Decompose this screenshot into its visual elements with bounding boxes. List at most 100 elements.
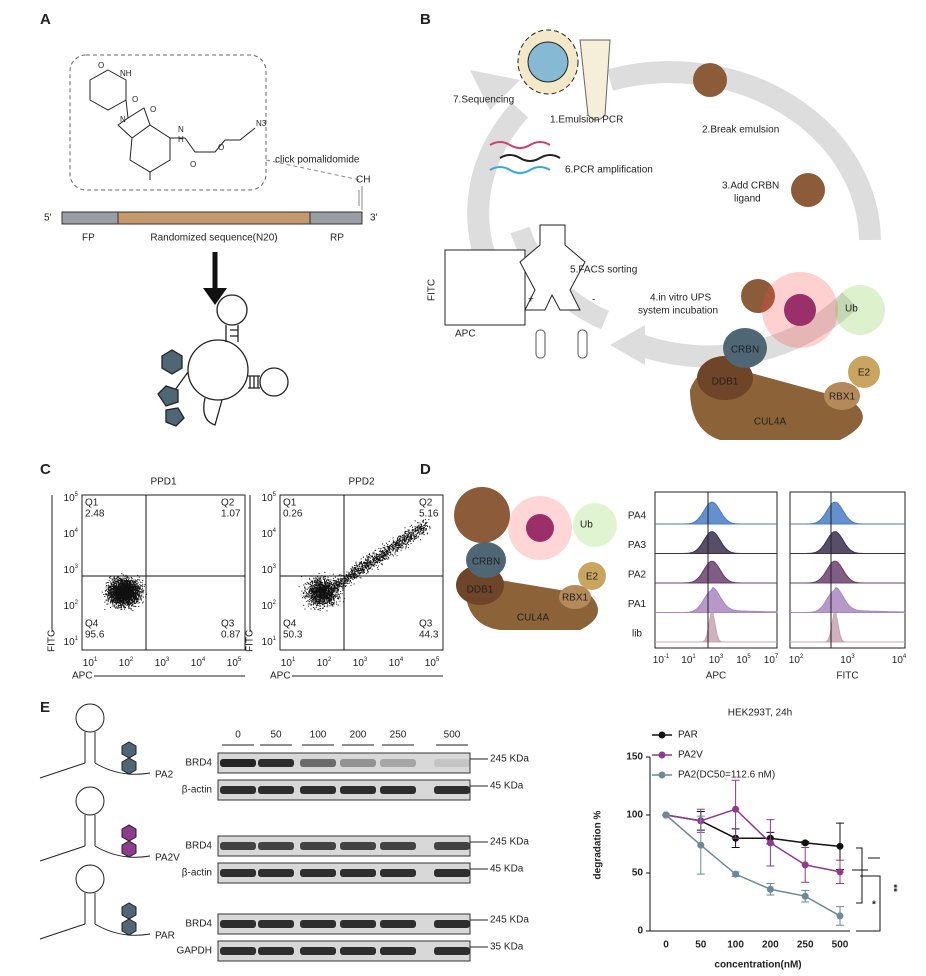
- atom: N3: [256, 119, 267, 128]
- event-dot: [135, 601, 137, 603]
- event-dot: [328, 588, 330, 590]
- event-dot: [321, 584, 323, 586]
- event-dot: [387, 554, 389, 556]
- event-dot: [112, 588, 113, 589]
- event-dot: [308, 590, 310, 592]
- tick-label: 102: [119, 657, 134, 669]
- event-dot: [362, 567, 364, 569]
- event-dot: [117, 599, 119, 601]
- event-dot: [322, 585, 324, 587]
- event-dot: [311, 585, 313, 587]
- event-dot: [129, 594, 131, 596]
- event-dot: [112, 594, 114, 596]
- event-dot: [338, 598, 340, 600]
- event-dot: [130, 593, 132, 595]
- event-dot: [412, 533, 414, 535]
- event-dot: [120, 598, 122, 600]
- event-dot: [368, 563, 370, 565]
- event-dot: [327, 592, 329, 594]
- event-dot: [379, 562, 381, 563]
- event-dot: [137, 592, 138, 594]
- event-dot: [335, 596, 337, 597]
- event-dot: [123, 586, 125, 588]
- event-dot: [309, 578, 311, 580]
- event-dot: [325, 596, 327, 598]
- tick-label: 105: [64, 492, 79, 504]
- event-dot: [130, 609, 132, 611]
- atom: O: [132, 95, 138, 104]
- event-dot: [130, 594, 132, 596]
- event-dot: [419, 533, 421, 535]
- event-dot: [119, 580, 121, 582]
- event-dot: [118, 583, 120, 585]
- event-dot: [312, 590, 314, 592]
- event-dot: [395, 540, 397, 542]
- event-dot: [331, 596, 333, 598]
- event-dot: [337, 604, 339, 606]
- event-dot: [353, 570, 355, 572]
- quadrant-value: 2.48: [85, 509, 105, 520]
- event-dot: [322, 596, 324, 598]
- event-dot: [327, 586, 328, 588]
- event-dot: [126, 600, 127, 602]
- event-dot: [136, 597, 138, 599]
- event-dot: [406, 543, 408, 544]
- event-dot: [351, 578, 353, 580]
- event-dot: [115, 597, 117, 599]
- event-dot: [106, 593, 107, 595]
- event-dot: [409, 529, 411, 531]
- event-dot: [383, 553, 385, 555]
- event-dot: [399, 547, 401, 549]
- event-dot: [408, 536, 410, 538]
- event-dot: [114, 590, 115, 592]
- event-dot: [394, 542, 396, 544]
- event-dot: [359, 577, 361, 579]
- event-dot: [298, 586, 300, 588]
- event-dot: [112, 605, 114, 607]
- event-dot: [309, 595, 311, 597]
- tick-base: 10: [191, 658, 203, 669]
- event-dot: [138, 590, 140, 592]
- event-dot: [121, 581, 123, 583]
- event-dot: [114, 600, 116, 602]
- arrow: [203, 252, 227, 305]
- event-dot: [383, 547, 385, 549]
- event-dot: [422, 521, 424, 523]
- event-dot: [118, 590, 120, 592]
- event-dot: [132, 588, 134, 590]
- event-dot: [133, 581, 134, 583]
- event-dot: [364, 562, 366, 563]
- event-dot: [328, 602, 330, 603]
- event-dot: [379, 555, 381, 557]
- event-dot: [392, 546, 394, 548]
- event-dot: [117, 601, 119, 603]
- event-dot: [418, 524, 420, 526]
- event-dot: [132, 585, 134, 587]
- tick-exp: 4: [75, 528, 79, 534]
- event-dot: [325, 584, 327, 586]
- event-dot: [328, 597, 330, 599]
- event-dot: [398, 545, 400, 547]
- event-dot: [124, 582, 126, 584]
- event-dot: [349, 580, 351, 581]
- event-dot: [129, 585, 131, 587]
- event-dot: [115, 601, 117, 603]
- event-dot: [339, 585, 341, 587]
- event-dot: [110, 591, 112, 592]
- event-dot: [311, 601, 313, 603]
- event-dot: [117, 608, 119, 610]
- event-dot: [389, 548, 391, 550]
- event-dot: [331, 603, 333, 605]
- event-dot: [339, 597, 341, 599]
- event-dot: [395, 549, 397, 551]
- event-dot: [332, 602, 334, 604]
- event-dot: [403, 534, 405, 536]
- event-dot: [394, 543, 396, 545]
- event-dot: [342, 586, 344, 588]
- event-dot: [138, 606, 140, 607]
- target-protein: [784, 294, 816, 326]
- event-dot: [120, 604, 122, 605]
- event-dot: [121, 605, 122, 607]
- event-dot: [115, 596, 117, 598]
- event-dot: [130, 589, 132, 591]
